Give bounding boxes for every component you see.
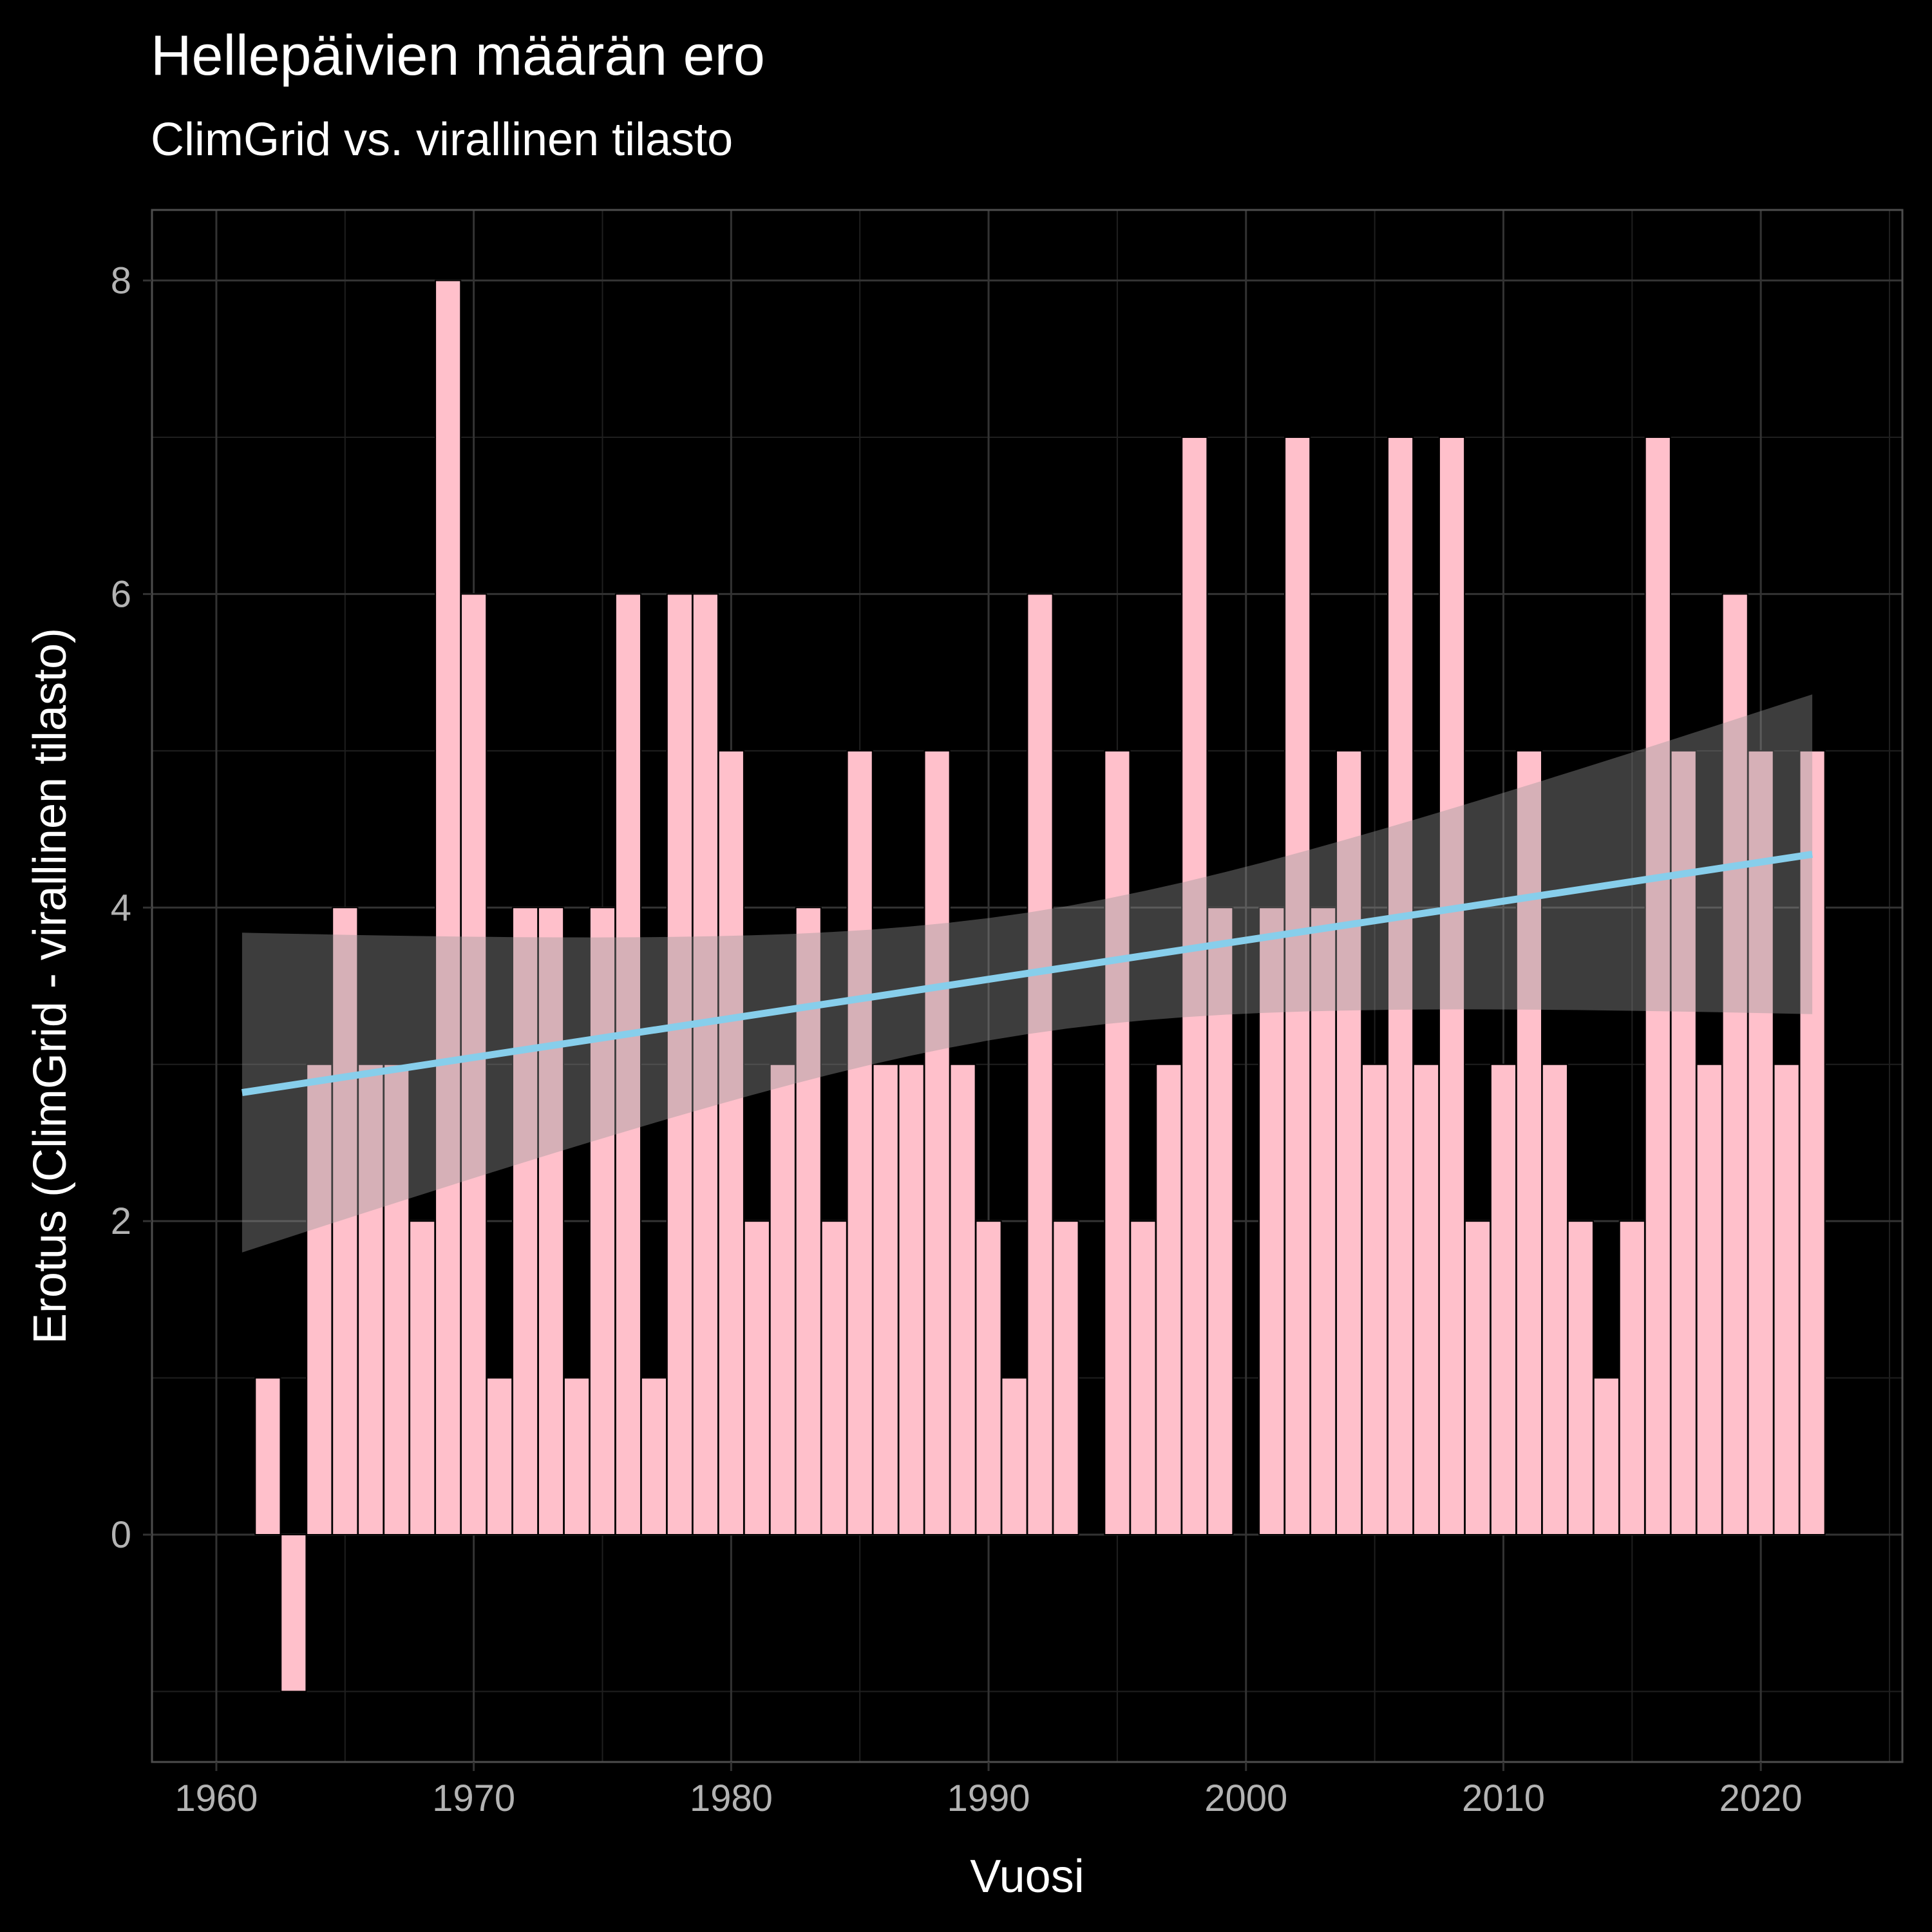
bar-1990 bbox=[975, 1220, 1002, 1536]
x-tick-labels: 1960 1970 1980 1990 2000 2010 2020 bbox=[175, 1777, 1802, 1819]
bar-1984 bbox=[820, 1220, 848, 1536]
bar-2013 bbox=[1567, 1220, 1594, 1536]
bar-1993 bbox=[1052, 1220, 1079, 1536]
bars bbox=[254, 279, 1826, 1692]
y-tick-label: 0 bbox=[111, 1514, 131, 1556]
bar-1998 bbox=[1181, 436, 1208, 1536]
bar-2009 bbox=[1464, 1220, 1492, 1536]
bar-1989 bbox=[949, 1063, 976, 1536]
bar-2005 bbox=[1361, 1063, 1388, 1536]
bar-2017 bbox=[1670, 750, 1697, 1536]
bar-1991 bbox=[1001, 1377, 1028, 1536]
bar-2007 bbox=[1412, 1063, 1440, 1536]
bar-2006 bbox=[1387, 436, 1414, 1536]
y-tick-label: 8 bbox=[111, 260, 131, 302]
bar-1964 bbox=[306, 1063, 333, 1536]
x-tick-label: 2020 bbox=[1719, 1777, 1803, 1819]
bar-2011 bbox=[1515, 750, 1543, 1536]
panel-border bbox=[151, 209, 1904, 1763]
bar-1980 bbox=[717, 750, 744, 1536]
chart-title: Hellepäivien määrän ero bbox=[151, 23, 765, 87]
bar-1970 bbox=[460, 593, 488, 1536]
bar-1977 bbox=[640, 1377, 668, 1536]
trend-layer bbox=[242, 694, 1813, 1253]
y-tick-label: 2 bbox=[111, 1200, 131, 1242]
bar-2019 bbox=[1721, 593, 1748, 1536]
bar-1987 bbox=[898, 1063, 925, 1536]
bar-1973 bbox=[537, 907, 565, 1536]
x-axis-title: Vuosi bbox=[970, 1851, 1084, 1902]
bar-2018 bbox=[1696, 1063, 1723, 1536]
x-tick-label: 1960 bbox=[175, 1777, 258, 1819]
bar-1992 bbox=[1027, 593, 1054, 1536]
axis-ticks bbox=[143, 279, 1762, 1771]
bar-1966 bbox=[357, 1063, 384, 1536]
bar-1988 bbox=[923, 750, 951, 1536]
bar-1981 bbox=[743, 1220, 770, 1536]
bar-1997 bbox=[1155, 1063, 1182, 1536]
bar-2022 bbox=[1799, 750, 1826, 1536]
bar-1974 bbox=[563, 1377, 591, 1536]
x-tick-label: 1980 bbox=[690, 1777, 773, 1819]
bar-2014 bbox=[1593, 1377, 1620, 1536]
bar-1962 bbox=[254, 1377, 281, 1536]
bar-2015 bbox=[1618, 1220, 1645, 1536]
bar-1978 bbox=[666, 593, 693, 1536]
x-tick-label: 2000 bbox=[1204, 1777, 1287, 1819]
trend-line bbox=[242, 851, 1813, 1096]
bar-1968 bbox=[409, 1220, 436, 1536]
bar-1975 bbox=[589, 907, 616, 1536]
bar-1976 bbox=[614, 593, 642, 1536]
x-tick-label: 1970 bbox=[432, 1777, 515, 1819]
bar-1971 bbox=[486, 1377, 513, 1536]
y-tick-label: 4 bbox=[111, 887, 131, 929]
bar-1979 bbox=[692, 593, 719, 1536]
bar-2020 bbox=[1747, 750, 1774, 1536]
x-tick-label: 1990 bbox=[947, 1777, 1030, 1819]
bar-1999 bbox=[1207, 907, 1234, 1536]
bar-1972 bbox=[511, 907, 539, 1536]
bar-1986 bbox=[872, 1063, 899, 1536]
bar-1983 bbox=[795, 907, 822, 1536]
bar-2010 bbox=[1490, 1063, 1517, 1536]
y-tick-labels: 0 2 4 6 8 bbox=[111, 260, 131, 1556]
bar-2021 bbox=[1773, 1063, 1800, 1536]
bar-2012 bbox=[1541, 1063, 1568, 1536]
bar-1963 bbox=[280, 1534, 307, 1692]
bar-2004 bbox=[1336, 750, 1363, 1536]
bar-1985 bbox=[846, 750, 873, 1536]
bar-2008 bbox=[1438, 436, 1466, 1536]
bar-1995 bbox=[1104, 750, 1131, 1536]
chart-subtitle: ClimGrid vs. virallinen tilasto bbox=[151, 114, 734, 166]
y-tick-label: 6 bbox=[111, 573, 131, 615]
bar-1982 bbox=[769, 1063, 796, 1536]
y-axis-title: Erotus (ClimGrid - virallinen tilasto) bbox=[24, 628, 76, 1344]
bar-1996 bbox=[1130, 1220, 1157, 1536]
bar-2002 bbox=[1284, 436, 1311, 1536]
bar-2016 bbox=[1644, 436, 1671, 1536]
x-tick-label: 2010 bbox=[1462, 1777, 1545, 1819]
bar-1969 bbox=[435, 279, 462, 1536]
